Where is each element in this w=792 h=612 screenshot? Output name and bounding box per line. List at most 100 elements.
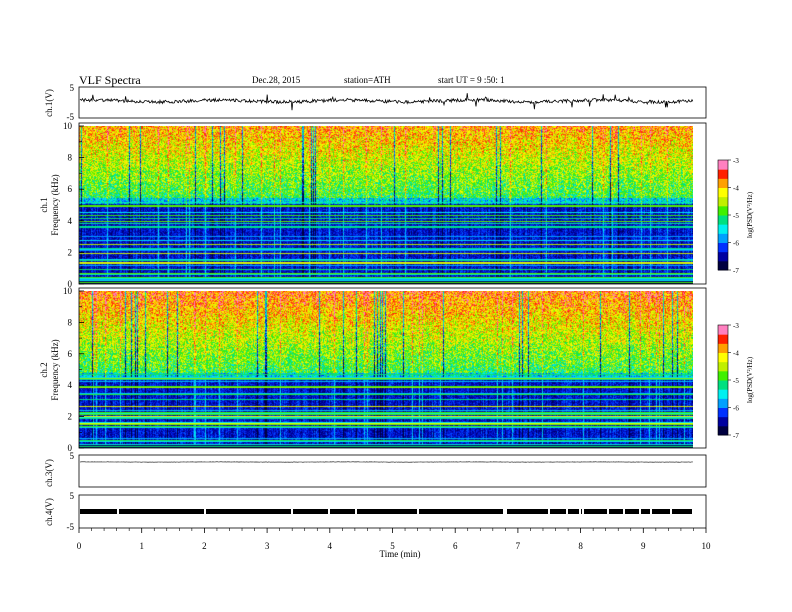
time-tick-label: 9: [641, 541, 646, 551]
ch4-signal-gap: [117, 508, 119, 515]
freq-tick-label: 6: [68, 349, 73, 359]
colorbar-segment: [718, 416, 728, 427]
ch4-signal-band: [80, 509, 692, 514]
ch1-wave-ylabel: ch.1(V): [44, 89, 54, 117]
ch1-waveform-panel: 5 -5 ch.1(V): [44, 83, 707, 122]
colorbar-segment: [718, 380, 728, 390]
ch1-waveform-trace: [79, 93, 694, 111]
ch1-wave-ytick-bottom: -5: [67, 112, 75, 122]
ch3-wave-ylabel: ch.3(V): [44, 459, 54, 487]
ch2-spectrogram-image: [79, 291, 693, 448]
start-ut-label: start UT = 9 :50: 1: [438, 75, 505, 85]
ch1-freq-axis: 0 2 4 6 8 10: [63, 121, 84, 289]
freq-tick-label: 8: [68, 153, 73, 163]
colorbar-segment: [718, 352, 728, 363]
colorbar-segment: [718, 187, 728, 198]
ch2-freq-ylabel: Frequency (kHz): [50, 339, 60, 400]
time-tick-label: 8: [578, 541, 583, 551]
colorbar-segment: [718, 224, 728, 234]
ch1-spec-label: ch.1: [39, 197, 49, 212]
ch4-signal-gap: [417, 508, 419, 515]
colorbar-segment: [718, 398, 728, 408]
ch4-signal-gap: [607, 508, 609, 515]
colorbar-tick-label: -7: [733, 267, 739, 275]
ch2-colorbar-label: log(PSD(V²/Hz): [746, 356, 754, 403]
colorbar-segment: [718, 407, 728, 418]
ch4-waveform-panel: 5 -5 ch.4(V): [44, 491, 707, 532]
freq-tick-label: 8: [68, 317, 73, 327]
figure-title: VLF Spectra: [79, 73, 141, 87]
ch4-signal-gap: [579, 508, 581, 515]
time-tick-label: 2: [202, 541, 207, 551]
time-tick-label: 0: [77, 541, 82, 551]
colorbar-segment: [718, 251, 728, 262]
ch4-signal-gap: [291, 508, 293, 515]
colorbar-segment: [718, 196, 728, 207]
ch4-signal-gap: [639, 508, 641, 515]
ch3-wave-ytick-top: 5: [70, 451, 75, 461]
ch4-signal-gap: [566, 508, 568, 515]
freq-tick-label: 6: [68, 184, 73, 194]
colorbar-segment: [718, 370, 728, 381]
colorbar-segment: [718, 343, 728, 353]
colorbar-segment: [718, 325, 728, 335]
freq-tick-label: 0: [68, 279, 73, 289]
freq-tick-label: 2: [68, 247, 73, 257]
date-label: Dec.28, 2015: [252, 75, 301, 85]
freq-tick-label: 10: [63, 286, 73, 296]
ch4-signal-gap: [623, 508, 625, 515]
colorbar-segment: [718, 260, 728, 271]
colorbar-tick-label: -7: [733, 432, 739, 440]
ch1-waveform-frame: [78, 86, 707, 119]
ch2-spec-label: ch.2: [39, 362, 49, 377]
colorbar-tick-label: -4: [733, 185, 739, 193]
ch1-colorbar-label: log(PSD(V²/Hz): [746, 191, 754, 238]
time-axis-label: Time (min): [380, 549, 421, 559]
time-tick-label: 4: [328, 541, 333, 551]
freq-tick-label: 10: [63, 121, 73, 131]
colorbar-segment: [718, 389, 728, 399]
ch2-spectrogram-frame: [78, 287, 707, 449]
time-tick-label: 1: [139, 541, 144, 551]
ch4-signal-gap: [355, 508, 357, 515]
colorbar-segment: [718, 215, 728, 225]
colorbar-tick-label: -3: [733, 322, 739, 330]
ch3-waveform-frame: [78, 454, 707, 488]
time-axis: 0 1 2 3 4 5 6 7 8 9 10: [77, 528, 711, 551]
colorbar-tick-label: -5: [733, 212, 739, 220]
colorbar-tick-label: -6: [733, 240, 739, 248]
colorbar-tick-label: -6: [733, 405, 739, 413]
colorbar-tick-label: -4: [733, 350, 739, 358]
ch4-signal-gap: [582, 508, 584, 515]
colorbar-tick-label: -3: [733, 157, 739, 165]
colorbar-segment: [718, 242, 728, 253]
ch1-freq-ylabel: Frequency (kHz): [50, 174, 60, 235]
time-tick-label: 10: [702, 541, 712, 551]
time-tick-label: 6: [453, 541, 458, 551]
ch2-colorbar: -3 -4 -5 -6 -7: [717, 322, 739, 440]
freq-tick-label: 0: [68, 443, 73, 453]
ch1-spectrogram-frame: [78, 122, 707, 285]
colorbar-segment: [718, 425, 728, 436]
ch4-waveform-trace: [80, 508, 692, 515]
freq-tick-label: 4: [68, 380, 73, 390]
ch2-freq-axis: 0 2 4 6 8 10: [63, 286, 84, 453]
colorbar-segment: [718, 361, 728, 372]
ch4-signal-gap: [548, 508, 550, 515]
colorbar-segment: [718, 178, 728, 188]
colorbar-segment: [718, 334, 728, 344]
ch4-wave-ylabel: ch.4(V): [44, 498, 54, 526]
ch4-signal-gap: [503, 508, 505, 515]
colorbar-segment: [718, 160, 728, 170]
colorbar-segment: [718, 205, 728, 216]
time-tick-label: 3: [265, 541, 270, 551]
station-label: station=ATH: [344, 75, 391, 85]
freq-tick-label: 2: [68, 412, 73, 422]
colorbar-segment: [718, 169, 728, 179]
ch4-signal-gap: [650, 508, 652, 515]
freq-tick-label: 4: [68, 216, 73, 226]
ch4-wave-ytick-bottom: -5: [67, 522, 75, 532]
